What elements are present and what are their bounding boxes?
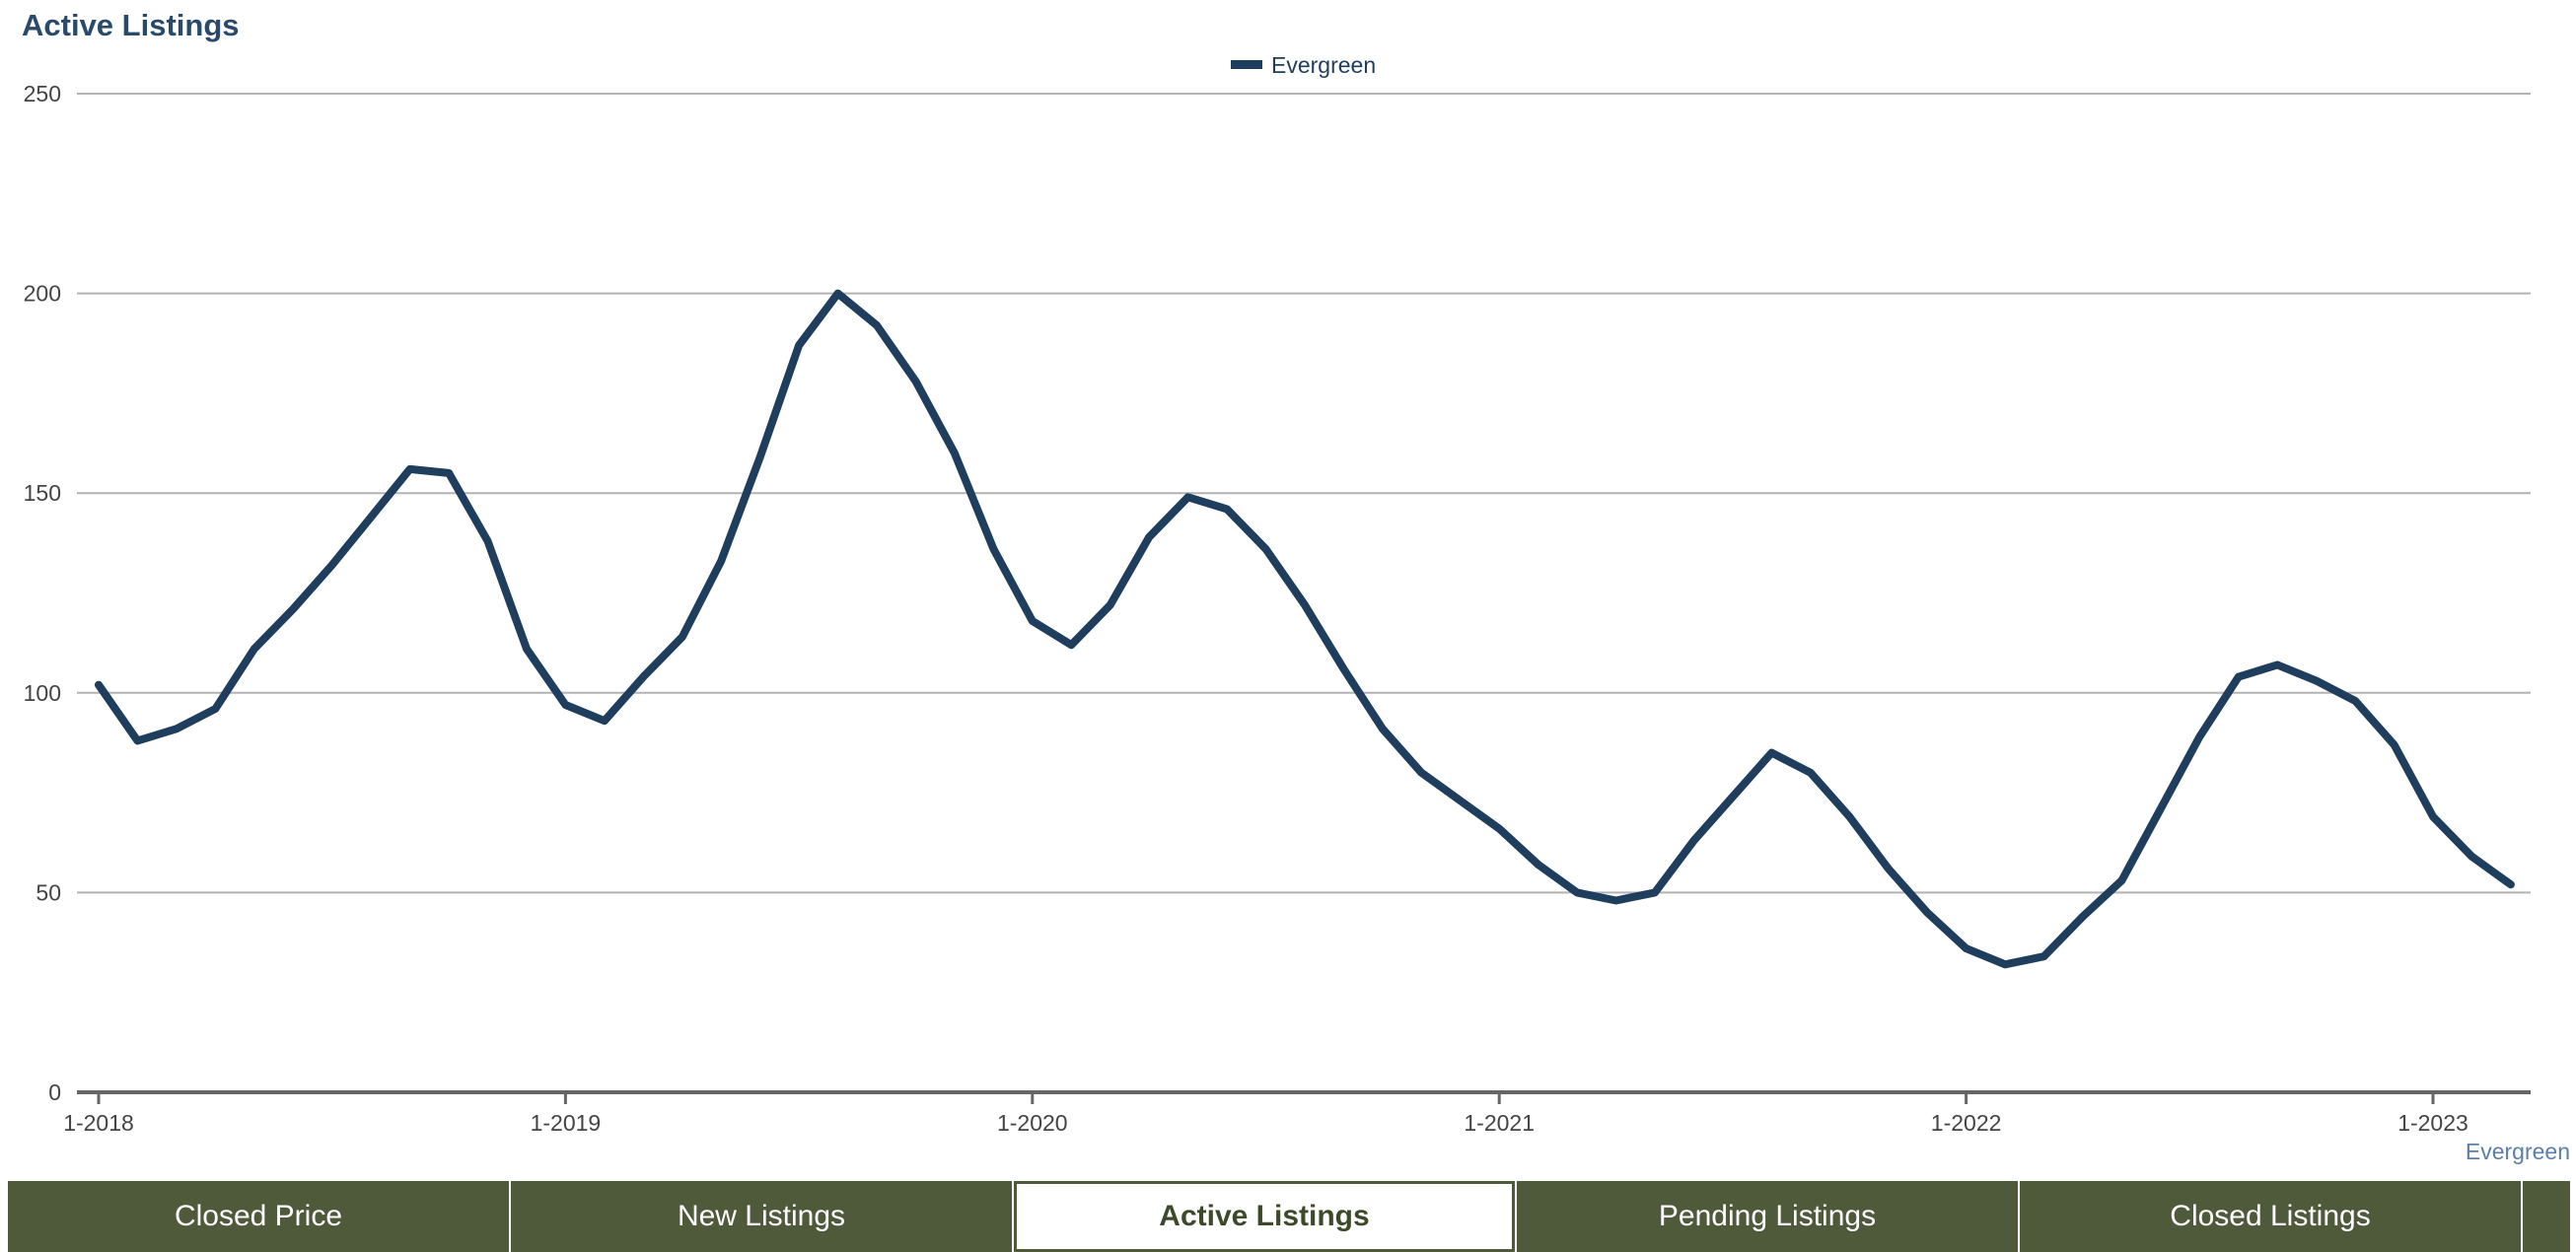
tab-closed-listings[interactable]: Closed Listings [2020,1181,2521,1252]
tab-closed-price[interactable]: Closed Price [8,1181,509,1252]
tab-overflow[interactable] [2523,1181,2570,1252]
legend: Evergreen [1231,52,1376,78]
chart-title: Active Listings [22,8,240,42]
series-line-evergreen [95,289,2515,969]
y-tick-label-50: 50 [36,879,61,905]
legend-swatch-evergreen [1231,60,1262,69]
tab-active-listings[interactable]: Active Listings [1014,1181,1515,1252]
line-chart: 0 50 100 150 200 250 1-2018 1-2019 1-2020 1-2021 1… [24,52,2570,1164]
gridlines [77,93,2531,894]
y-tick-label-250: 250 [24,81,61,106]
legend-label-evergreen: Evergreen [1271,52,1376,78]
x-tick-label-1-2022: 1-2022 [1931,1110,2002,1136]
y-tick-label-0: 0 [48,1079,61,1105]
series-lines [95,289,2515,969]
tab-new-listings[interactable]: New Listings [511,1181,1012,1252]
y-tick-label-150: 150 [24,480,61,506]
axes: 0 50 100 150 200 250 1-2018 1-2019 1-2020 1-2021 1… [24,81,2531,1136]
series-source-label: Evergreen [2466,1139,2570,1164]
tab-pending-listings[interactable]: Pending Listings [1517,1181,2018,1252]
x-tick-label-1-2020: 1-2020 [997,1110,1068,1136]
metric-tabs: Closed Price New Listings Active Listing… [8,1181,2576,1252]
x-tick-label-1-2019: 1-2019 [531,1110,602,1136]
y-tick-label-200: 200 [24,281,61,307]
x-tick-label-1-2021: 1-2021 [1464,1110,1535,1136]
x-tick-label-1-2018: 1-2018 [63,1110,134,1136]
x-tick-label-1-2023: 1-2023 [2397,1110,2469,1136]
y-tick-label-100: 100 [24,680,61,706]
